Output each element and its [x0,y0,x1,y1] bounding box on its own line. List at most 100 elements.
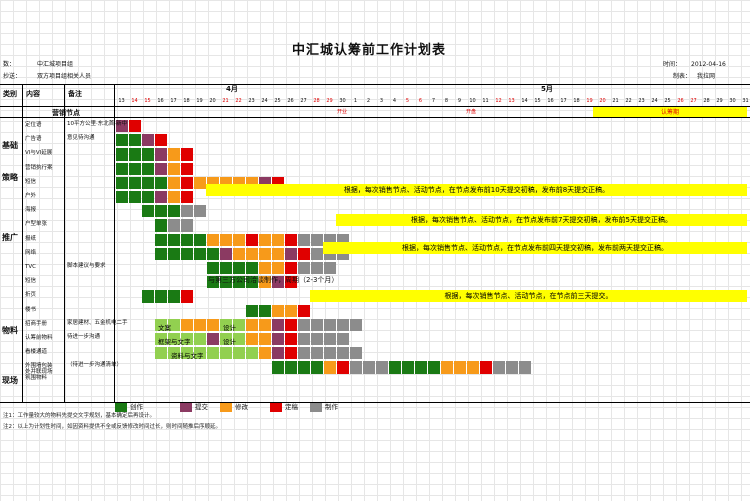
gantt-cell-revise [285,304,297,317]
gantt-cell-light_green [220,347,232,360]
gantt-cell-create [129,191,141,204]
day-number: 13 [118,98,125,104]
gantt-cell-create [207,262,219,275]
row-content: 楼书 [25,306,37,313]
gantt-cell-create [194,247,206,260]
gantt-cell-light_green [181,333,193,346]
day-number: 29 [326,98,333,104]
gantt-cell-produce [311,262,323,275]
gantt-cell-produce [298,347,310,360]
gantt-cell-submit [272,333,284,346]
grid-line [64,84,65,402]
gantt-cell-final [480,361,492,374]
gantt-cell-final [285,233,297,246]
day-number: 5 [405,98,410,104]
legend-label-final: 定稿 [285,403,298,411]
gantt-cell-create [155,233,167,246]
legend-label-create: 创作 [130,403,143,411]
day-number: 13 [508,98,515,104]
page-title: 中汇城认筹前工作计划表 [292,43,447,58]
gantt-cell-revise [259,347,271,360]
node-apr30: 开业 [337,109,348,115]
day-number: 11 [482,98,489,104]
day-number: 6 [418,98,423,104]
gantt-cell-create [207,247,219,260]
gantt-cell-create [129,176,141,189]
row-content: 报纸 [25,235,37,242]
gantt-cell-revise [233,247,245,260]
row-content: 定位语 [25,122,42,128]
day-number: 21 [222,98,229,104]
gantt-cell-revise [259,247,271,260]
gantt-cell-create [142,162,154,175]
day-number: 26 [677,98,684,104]
gantt-cell-revise [272,233,284,246]
day-number: 28 [313,98,320,104]
gantt-cell-create [155,290,167,303]
gantt-cell-final [285,347,297,360]
gantt-cell-create [116,176,128,189]
gantt-cell-create [220,276,232,289]
row-content: TVC [25,264,36,270]
row-content: 户型单张 [25,221,48,228]
gantt-cell-create [220,262,232,275]
row-remark: （待进一步沟通清单） [67,362,123,369]
gantt-cell-create [428,361,440,374]
legend-swatch-final [270,402,282,412]
gantt-cell-create [142,205,154,218]
gantt-cell-final [181,162,193,175]
gantt-cell-light_green [155,318,167,331]
gantt-cell-produce [181,219,193,232]
gantt-cell-light_green [220,333,232,346]
gantt-cell-produce [519,361,531,374]
day-number: 18 [183,98,190,104]
gantt-cell-submit [272,276,284,289]
day-number: 17 [560,98,567,104]
time-label: 时间： [663,61,682,68]
gantt-cell-revise [272,247,284,260]
header-marketing-node: 营销节点 [52,109,80,117]
legend-swatch-create [115,402,127,412]
day-number: 27 [690,98,697,104]
gantt-cell-revise [272,304,284,317]
gantt-cell-light_green [155,347,167,360]
gantt-cell-revise [441,361,453,374]
gantt-cell-create [116,162,128,175]
bar-label: 设计 [223,338,236,346]
row-content: VI与VI延展 [25,150,53,157]
gantt-cell-revise [207,318,219,331]
gantt-cell-final [337,361,349,374]
gantt-cell-submit [272,347,284,360]
grid-line [0,84,750,85]
gantt-cell-submit [116,120,128,133]
gantt-cell-create [155,247,167,260]
row-content: 营销执行案 [25,164,53,171]
gantt-cell-final [181,176,193,189]
gantt-cell-create [181,233,193,246]
grid-line [22,84,23,402]
day-number: 24 [651,98,658,104]
banner-newspaper-text: 根据，每次销售节点、活动节点，在节点发布前四天提交初稿，发布前两天提交正稿。 [402,244,668,252]
row-content: 折页 [25,292,37,299]
gantt-cell-create [389,361,401,374]
gantt-cell-revise [246,333,258,346]
day-number: 19 [196,98,203,104]
gantt-cell-produce [311,247,323,260]
bar-label: 框架与文字 [158,338,191,346]
gantt-cell-create [155,176,167,189]
header-category: 类别 [3,90,17,98]
gantt-cell-produce [506,361,518,374]
gantt-cell-produce [311,347,323,360]
gantt-cell-light_green [246,347,258,360]
day-number: 31 [742,98,749,104]
row-remark: 10平方公里·东北首·新中 [67,121,127,127]
banner-sms2-text: 根据，每次销售节点、活动节点，在节点前三天提交。 [444,292,613,300]
gantt-cell-produce [350,318,362,331]
gantt-cell-create [168,290,180,303]
bar-label: 设计 [223,323,236,332]
gantt-cell-submit [272,318,284,331]
day-number: 18 [573,98,580,104]
day-number: 19 [586,98,593,104]
gantt-cell-revise [259,233,271,246]
